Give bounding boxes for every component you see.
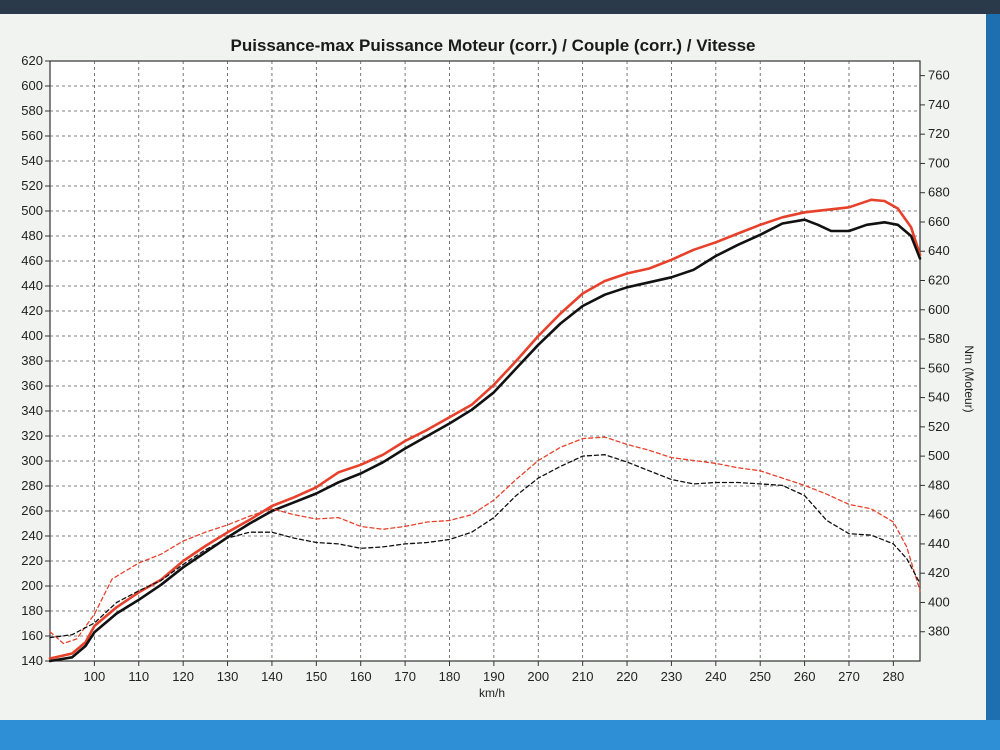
right-tick-label: 740 [928, 97, 950, 112]
left-tick-label: 540 [21, 153, 43, 168]
left-tick-label: 520 [21, 178, 43, 193]
right-tick-label: 400 [928, 594, 950, 609]
x-tick-label: 170 [394, 669, 416, 684]
right-tick-label: 560 [928, 360, 950, 375]
x-tick-label: 190 [483, 669, 505, 684]
taskbar [0, 720, 1000, 750]
right-tick-label: 420 [928, 565, 950, 580]
x-tick-label: 100 [84, 669, 106, 684]
left-tick-label: 260 [21, 503, 43, 518]
power-curve-red [48, 198, 922, 660]
left-tick-label: 200 [21, 578, 43, 593]
x-tick-label: 130 [217, 669, 239, 684]
left-tick-label: 360 [21, 378, 43, 393]
right-axis-label: Nm (Moteur) [962, 345, 976, 412]
chart-screen: 100 110 120 130 140 150 160 170 180 190 200 210 220 2… [0, 14, 1000, 720]
right-tick-label: 760 [928, 68, 950, 83]
right-axis-ticks: 380 400 420 440 460 480 500 520 540 560 580 600 620 6… [920, 68, 950, 639]
right-tick-label: 580 [928, 331, 950, 346]
grid-lines [50, 61, 920, 661]
x-tick-label: 110 [128, 669, 149, 684]
left-tick-label: 480 [21, 228, 43, 243]
right-tick-label: 700 [928, 155, 950, 170]
left-tick-label: 180 [21, 603, 43, 618]
x-tick-label: 160 [350, 669, 372, 684]
right-tick-label: 540 [928, 390, 950, 405]
x-tick-label: 280 [883, 669, 905, 684]
left-tick-label: 400 [21, 328, 43, 343]
left-tick-label: 320 [21, 428, 43, 443]
right-tick-label: 500 [928, 448, 950, 463]
chart-svg: 100 110 120 130 140 150 160 170 180 190 200 210 220 2… [21, 36, 976, 700]
torque-curve-red [49, 436, 921, 645]
x-tick-label: 230 [661, 669, 683, 684]
right-tick-label: 520 [928, 419, 950, 434]
left-tick-label: 240 [21, 528, 43, 543]
left-tick-label: 440 [21, 278, 43, 293]
series-layer [48, 198, 922, 663]
left-tick-label: 620 [21, 53, 43, 68]
x-tick-label: 220 [616, 669, 638, 684]
right-tick-label: 720 [928, 126, 950, 141]
x-tick-label: 240 [705, 669, 727, 684]
right-tick-label: 640 [928, 243, 950, 258]
x-tick-label: 120 [172, 669, 194, 684]
x-tick-label: 140 [261, 669, 283, 684]
left-tick-label: 380 [21, 353, 43, 368]
monitor-top-bezel [0, 0, 1000, 14]
right-tick-label: 460 [928, 507, 950, 522]
right-tick-label: 380 [928, 624, 950, 639]
x-axis-ticks: 100 110 120 130 140 150 160 170 180 190 200 210 220 2… [84, 661, 905, 684]
right-tick-label: 660 [928, 214, 950, 229]
left-tick-label: 600 [21, 78, 43, 93]
right-tick-label: 480 [928, 477, 950, 492]
left-tick-label: 300 [21, 453, 43, 468]
x-tick-label: 150 [305, 669, 327, 684]
x-tick-label: 250 [749, 669, 771, 684]
x-tick-label: 210 [572, 669, 594, 684]
left-tick-label: 280 [21, 478, 43, 493]
left-axis-ticks: 140 160 180 200 220 240 260 280 300 320 340 360 380 4… [21, 53, 50, 668]
x-axis-label: km/h [479, 686, 505, 700]
right-tick-label: 440 [928, 536, 950, 551]
left-tick-label: 220 [21, 553, 43, 568]
right-tick-label: 600 [928, 302, 950, 317]
torque-curve-black [49, 454, 921, 639]
x-tick-label: 180 [439, 669, 461, 684]
left-tick-label: 420 [21, 303, 43, 318]
left-tick-label: 460 [21, 253, 43, 268]
power-curve-black [48, 218, 922, 663]
right-tick-label: 620 [928, 273, 950, 288]
left-tick-label: 340 [21, 403, 43, 418]
chart-title: Puissance-max Puissance Moteur (corr.) /… [231, 36, 756, 55]
left-tick-label: 140 [21, 653, 43, 668]
x-tick-label: 200 [527, 669, 549, 684]
left-tick-label: 560 [21, 128, 43, 143]
left-tick-label: 160 [21, 628, 43, 643]
x-tick-label: 270 [838, 669, 860, 684]
right-tick-label: 680 [928, 185, 950, 200]
left-tick-label: 580 [21, 103, 43, 118]
x-tick-label: 260 [794, 669, 816, 684]
left-tick-label: 500 [21, 203, 43, 218]
